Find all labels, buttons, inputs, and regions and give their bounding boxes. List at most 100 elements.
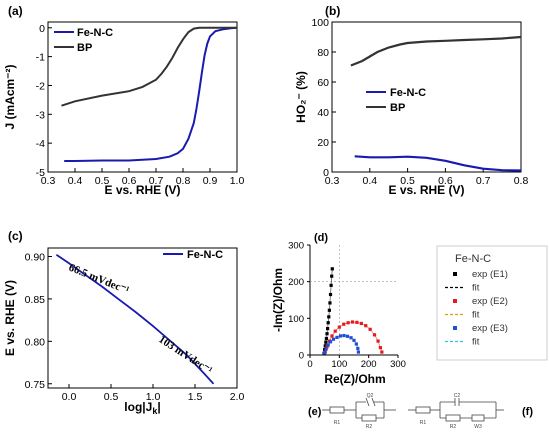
- component-label: Q2: [367, 393, 374, 399]
- x-tick-label: 1.0: [146, 391, 161, 403]
- x-tick-label: 0.0: [62, 391, 77, 403]
- legend-label: exp (E3): [472, 323, 508, 334]
- legend-label: fit: [472, 283, 480, 294]
- component-label: R1: [420, 420, 427, 426]
- legend-label: exp (E2): [472, 296, 508, 307]
- resistor-r1: [329, 406, 345, 414]
- data-point-exp-e3-: [323, 351, 327, 355]
- x-tick-label: 0.4: [68, 175, 83, 187]
- x-tick-label: 0.5: [95, 175, 110, 187]
- legend-label: Fe-N-C: [77, 27, 113, 39]
- capacitor-c2: [454, 398, 460, 406]
- x-tick-label: 100: [331, 359, 347, 370]
- legend-swatch: [453, 299, 457, 303]
- x-axis-label: E vs. RHE (V): [388, 183, 464, 197]
- y-tick-label: -4: [36, 138, 45, 150]
- panel-label: (f): [522, 406, 533, 418]
- y-tick-label: -1: [36, 52, 45, 64]
- cpe-q2: [365, 397, 376, 407]
- x-tick-label: 0.7: [149, 175, 164, 187]
- plot-frame: [47, 21, 238, 173]
- x-tick-label: 2.0: [230, 391, 245, 403]
- y-tick-label: 0.75: [25, 379, 46, 391]
- y-tick-label: 0: [299, 351, 304, 362]
- x-axis-label-end: |: [157, 400, 160, 414]
- y-axis-label: J (mAcm⁻²): [3, 64, 17, 129]
- resistor-r1: [415, 406, 431, 414]
- x-axis-label: Re(Z)/Ohm: [324, 372, 385, 386]
- component-label: R2: [450, 424, 457, 430]
- circuit-diagrams: (e) (f) R1 Q2 R2 R1 C2 R2 W3: [308, 393, 533, 430]
- y-tick-label: 300: [288, 241, 304, 252]
- panel-label: (b): [325, 4, 340, 18]
- y-tick-label: 200: [288, 277, 304, 288]
- x-tick-label: 0.7: [476, 175, 491, 187]
- tafel-slope-annotation: 103 mVdec⁻¹: [156, 333, 214, 376]
- component-label: R2: [366, 424, 373, 430]
- legend-label: fit: [472, 337, 480, 348]
- panel-label: (d): [314, 232, 328, 244]
- y-tick-label: 100: [288, 314, 304, 325]
- x-tick-label: 0.8: [514, 175, 529, 187]
- legend-swatch: [453, 272, 457, 276]
- x-tick-label: 0.3: [41, 175, 56, 187]
- y-axis-label: HO₂⁻ (%): [294, 71, 308, 123]
- y-tick-label: -2: [36, 80, 45, 92]
- panel-label: (e): [308, 406, 322, 418]
- series-line-fe-n-c: [354, 155, 522, 172]
- x-tick-label: 0.6: [122, 175, 137, 187]
- warburg-w3: [471, 414, 485, 422]
- y-axis-label: -Im(Z)/Ohm: [271, 268, 285, 332]
- plot-frame: [331, 21, 522, 173]
- legend-label: exp (E1): [472, 269, 508, 280]
- legend-label: Fe-N-C: [390, 87, 426, 99]
- wire: [355, 401, 385, 419]
- resistor-r2: [361, 414, 377, 422]
- series-line-fe-n-c: [64, 26, 238, 162]
- x-axis-label-main: log|J: [124, 400, 152, 414]
- y-axis-label: E vs. RHE (V): [3, 280, 17, 356]
- x-tick-label: 300: [390, 359, 406, 370]
- x-axis-label: E vs. RHE (V): [104, 183, 180, 197]
- component-label: R1: [334, 420, 341, 426]
- plot-frame: [47, 247, 238, 389]
- y-tick-label: 80: [317, 47, 329, 59]
- series-line-bp: [61, 26, 237, 107]
- legend-title: Fe-N-C: [455, 253, 491, 265]
- tafel-slope-annotation: 66.5 mVdec⁻¹: [67, 262, 131, 297]
- y-tick-label: 20: [317, 137, 329, 149]
- x-tick-label: 1.5: [188, 391, 203, 403]
- x-axis-label-sub: k: [152, 406, 158, 416]
- x-tick-label: 0: [307, 359, 312, 370]
- y-tick-label: 0.90: [25, 251, 46, 263]
- x-tick-label: 0.6: [438, 175, 453, 187]
- x-tick-label: 0.9: [203, 175, 218, 187]
- panel-label: (a): [8, 4, 23, 18]
- y-tick-label: 40: [317, 107, 329, 119]
- x-tick-label: 0.8: [176, 175, 191, 187]
- y-tick-label: 0: [39, 23, 45, 35]
- component-label: C2: [454, 393, 461, 399]
- x-tick-label: 0.4: [362, 175, 377, 187]
- y-tick-label: -5: [36, 167, 45, 179]
- x-tick-label: 200: [361, 359, 377, 370]
- y-tick-label: -3: [36, 109, 45, 121]
- x-tick-label: 0.5: [104, 391, 119, 403]
- x-tick-label: 0.5: [400, 175, 415, 187]
- x-tick-label: 1.0: [230, 175, 245, 187]
- legend-label: BP: [77, 42, 92, 54]
- fit-curve: [323, 268, 333, 354]
- y-tick-label: 60: [317, 77, 329, 89]
- fit-curve: [324, 321, 383, 353]
- panel-label: (c): [8, 229, 23, 243]
- y-tick-label: 0: [323, 167, 329, 179]
- x-tick-label: 0.3: [325, 175, 340, 187]
- y-tick-label: 0.80: [25, 336, 46, 348]
- series-line-bp: [350, 35, 522, 67]
- y-tick-label: 100: [311, 17, 329, 29]
- legend-label: fit: [472, 310, 480, 321]
- series-line-fe-n-c: [55, 254, 215, 385]
- component-label: W3: [474, 424, 482, 430]
- fit-curve: [324, 335, 359, 353]
